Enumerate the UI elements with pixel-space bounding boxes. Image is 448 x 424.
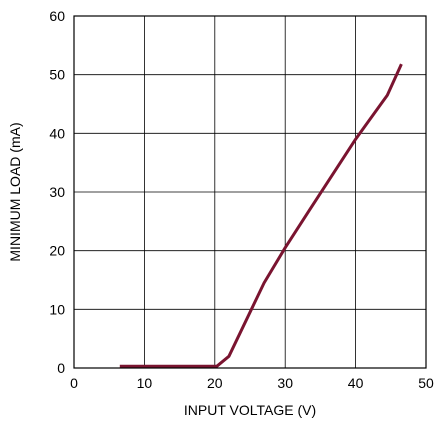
x-tick-label: 30 [277,375,293,391]
plot-frame [73,15,427,369]
y-tick-label: 0 [57,360,65,376]
x-tick-labels: 0 10 20 30 40 50 [70,375,434,391]
x-tick-label: 50 [418,375,434,391]
x-axis-title: INPUT VOLTAGE (V) [184,402,316,418]
x-tick-label: 10 [137,375,153,391]
y-tick-label: 20 [49,243,65,259]
y-tick-label: 50 [49,67,65,83]
y-tick-labels: 0 10 20 30 40 50 60 [49,8,65,376]
series-layer [119,63,403,368]
x-tick-label: 40 [348,375,364,391]
y-tick-label: 60 [49,8,65,24]
y-axis-title: MINIMUM LOAD (mA) [7,122,23,261]
series-line-0 [119,63,403,368]
y-tick-label: 30 [49,184,65,200]
y-tick-label: 40 [49,125,65,141]
y-tick-label: 10 [49,301,65,317]
x-tick-label: 0 [70,375,78,391]
x-tick-label: 20 [207,375,223,391]
